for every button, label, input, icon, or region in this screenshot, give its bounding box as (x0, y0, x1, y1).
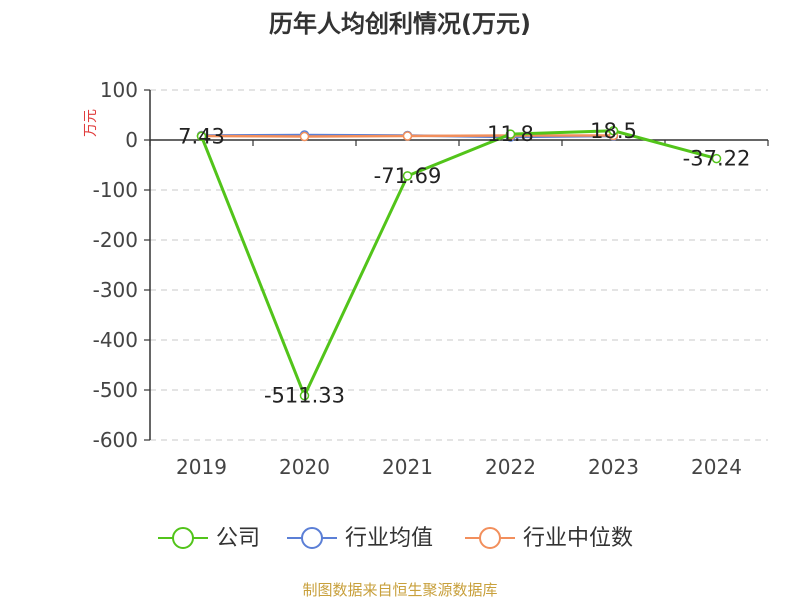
source-note: 制图数据来自恒生聚源数据库 (302, 581, 497, 599)
legend-label: 公司 (216, 526, 260, 551)
data-point (711, 153, 722, 164)
data-point (608, 126, 619, 136)
x-tick-label: 2024 (691, 455, 742, 479)
y-tick-label: -300 (93, 278, 138, 302)
x-tick-label: 2020 (279, 455, 330, 479)
x-tick-label: 2023 (588, 455, 639, 479)
data-labels: 7.43 -511.33 -71.69 11.8 18.5 -37.22 (178, 119, 750, 408)
x-tick-label: 2019 (176, 455, 227, 479)
data-label: -511.33 (264, 384, 345, 408)
chart-title: 历年人均创利情况(万元) (269, 10, 531, 38)
legend-item: 行业均值 (287, 526, 433, 551)
data-point (299, 131, 310, 142)
y-axis-label: 万元 (83, 109, 99, 137)
series-company (196, 126, 722, 401)
data-point (196, 131, 207, 142)
axes: 100 0 -100 -200 -300 -400 -500 -600 2019 2020 2021… (93, 78, 769, 479)
data-label: -37.22 (683, 147, 751, 171)
data-point (505, 129, 516, 139)
data-label: -71.69 (374, 164, 442, 188)
y-tick-label: -600 (93, 428, 138, 452)
y-tick-label: -500 (93, 378, 138, 402)
legend: 公司 行业均值 行业中位数 (158, 526, 633, 551)
series-group (196, 126, 722, 401)
legend-label: 行业中位数 (523, 526, 633, 551)
x-tick-label: 2021 (382, 455, 433, 479)
data-point (299, 390, 310, 401)
legend-marker (479, 527, 501, 549)
legend-marker (301, 527, 323, 549)
data-label: 18.5 (590, 119, 637, 143)
y-tick-label: 0 (125, 128, 138, 152)
legend-item: 公司 (158, 526, 260, 551)
data-label: 11.8 (487, 122, 534, 146)
y-tick-label: -400 (93, 328, 138, 352)
data-label: 7.43 (178, 124, 225, 148)
y-tick-label: -200 (93, 228, 138, 252)
series-line (200, 129, 717, 398)
y-tick-label: -100 (93, 178, 138, 202)
data-point (402, 131, 413, 141)
x-tick-label: 2022 (485, 455, 536, 479)
y-tick-label: 100 (100, 78, 138, 102)
data-point (402, 171, 413, 181)
legend-item: 行业中位数 (465, 526, 633, 551)
grid-lines (150, 89, 768, 441)
legend-label: 行业均值 (345, 526, 433, 551)
legend-marker (172, 527, 194, 549)
